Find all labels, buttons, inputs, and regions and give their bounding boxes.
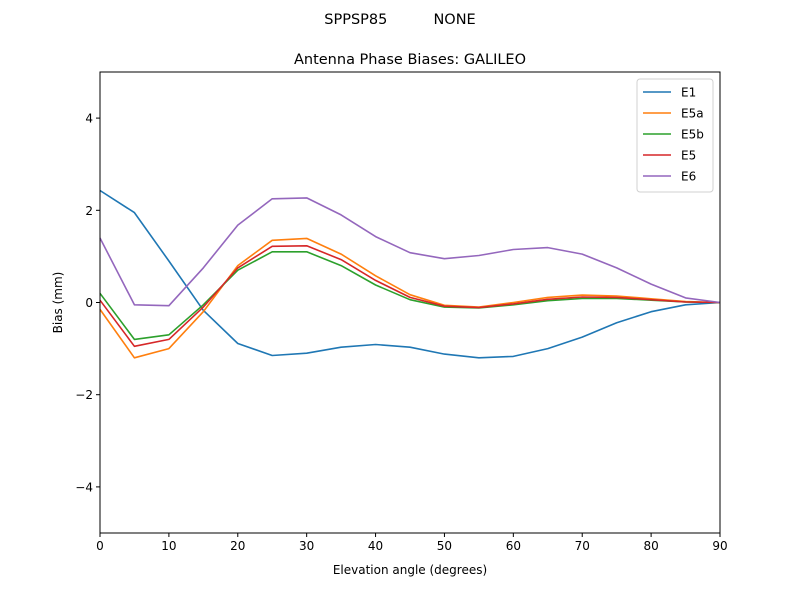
y-tick-label: 0 — [85, 296, 93, 310]
series-line-E6 — [99, 197, 721, 307]
chart-title: Antenna Phase Biases: GALILEO — [294, 52, 526, 68]
x-tick-label: 10 — [161, 539, 176, 553]
series-line-E5b — [99, 251, 721, 341]
legend-label-E6: E6 — [681, 170, 696, 184]
series-line-E5a — [99, 237, 721, 359]
axes-frame — [99, 71, 721, 534]
legend-label-E5b: E5b — [681, 128, 704, 142]
x-tick-label: 20 — [230, 539, 245, 553]
y-tick-label: 2 — [85, 204, 93, 218]
x-tick-label: 70 — [575, 539, 590, 553]
legend-label-E1: E1 — [681, 86, 696, 100]
y-tick-label: 4 — [85, 112, 93, 126]
x-tick-label: 0 — [96, 539, 104, 553]
plot-area: 0 10 20 30 40 50 60 70 80 90 −4 −2 0 2 4 E1 E5a E5b E5 E6 — [75, 71, 728, 553]
y-tick-label: −4 — [75, 480, 93, 494]
x-tick-label: 40 — [368, 539, 383, 553]
x-tick-label: 90 — [712, 539, 727, 553]
y-axis-label: Bias (mm) — [51, 272, 65, 334]
series-line-E1 — [99, 189, 721, 359]
legend-label-E5: E5 — [681, 149, 696, 163]
x-tick-label: 60 — [506, 539, 521, 553]
x-tick-label: 30 — [299, 539, 314, 553]
y-tick-label: −2 — [75, 388, 93, 402]
legend-label-E5a: E5a — [681, 107, 704, 121]
legend-box — [636, 78, 714, 193]
x-tick-label: 80 — [643, 539, 658, 553]
suptitle: SPPSP85 NONE — [324, 12, 475, 28]
x-axis-label: Elevation angle (degrees) — [333, 563, 487, 577]
x-tick-label: 50 — [437, 539, 452, 553]
series-line-E5 — [99, 245, 721, 348]
